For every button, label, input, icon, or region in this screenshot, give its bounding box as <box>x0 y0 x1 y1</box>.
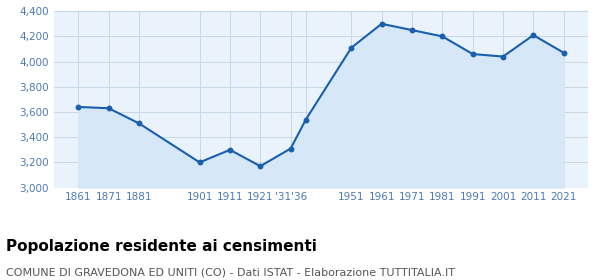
Point <box>498 54 508 59</box>
Point <box>468 52 478 56</box>
Point <box>559 50 569 55</box>
Point <box>301 117 311 122</box>
Point <box>195 160 205 165</box>
Text: Popolazione residente ai censimenti: Popolazione residente ai censimenti <box>6 239 317 255</box>
Point <box>73 105 83 109</box>
Point <box>407 28 417 32</box>
Point <box>134 121 144 125</box>
Point <box>377 22 386 26</box>
Point <box>347 46 356 50</box>
Point <box>286 146 295 151</box>
Text: COMUNE DI GRAVEDONA ED UNITI (CO) - Dati ISTAT - Elaborazione TUTTITALIA.IT: COMUNE DI GRAVEDONA ED UNITI (CO) - Dati… <box>6 267 455 277</box>
Point <box>256 164 265 169</box>
Point <box>104 106 113 111</box>
Point <box>437 34 447 39</box>
Point <box>529 33 538 37</box>
Point <box>225 148 235 152</box>
